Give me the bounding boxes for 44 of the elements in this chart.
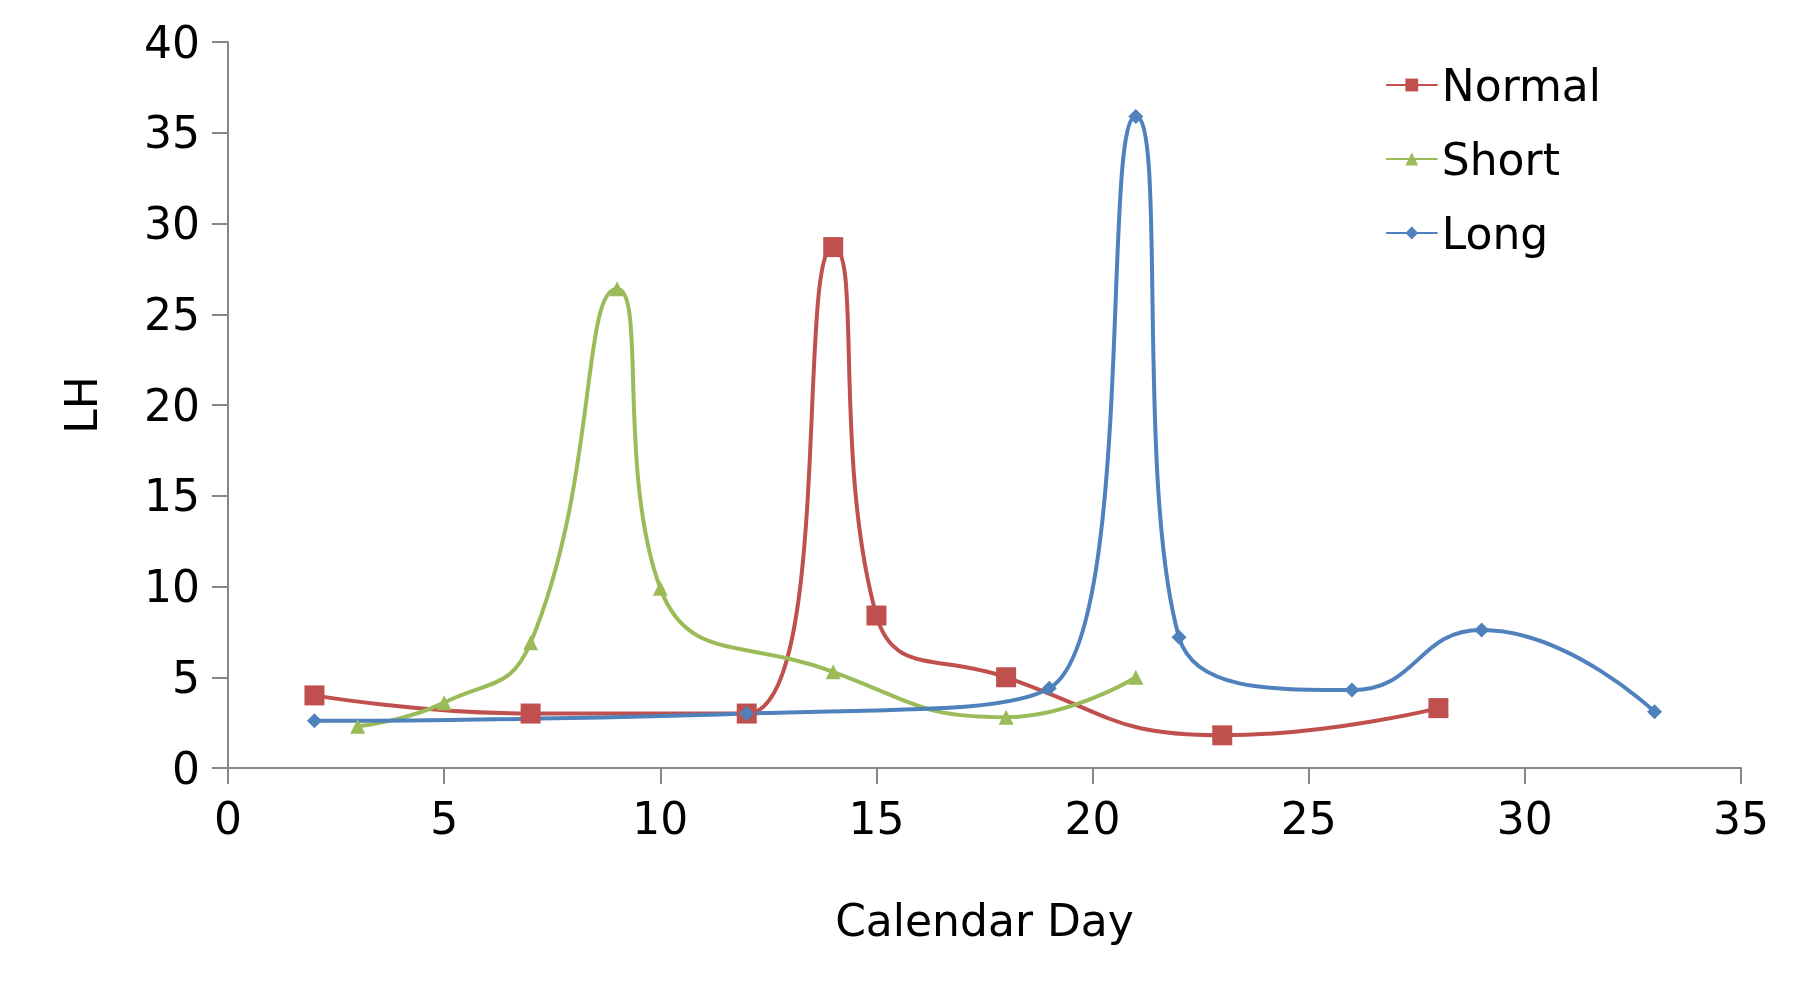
- x-tick-label: 0: [214, 792, 242, 844]
- point: [1647, 704, 1663, 720]
- point: [998, 709, 1014, 725]
- point: [823, 237, 844, 258]
- point: [866, 605, 887, 626]
- point: [1128, 108, 1144, 124]
- point: [1171, 629, 1187, 645]
- x-tick-label: 20: [1064, 792, 1121, 844]
- y-tick-label: 40: [144, 16, 200, 68]
- point: [609, 281, 625, 297]
- point: [1474, 622, 1490, 638]
- legend-label: Normal: [1441, 59, 1601, 111]
- y-axis-title: LH: [55, 376, 107, 434]
- point: [1128, 669, 1144, 685]
- point: [1212, 725, 1233, 746]
- point: [996, 667, 1017, 688]
- y-tick-label: 35: [144, 107, 200, 159]
- point: [652, 580, 668, 596]
- point: [436, 695, 452, 711]
- x-tick-label: 25: [1280, 792, 1337, 844]
- point: [306, 713, 322, 729]
- y-tick-label: 5: [172, 651, 200, 703]
- point: [1041, 680, 1057, 696]
- point: [825, 664, 841, 680]
- point: [1344, 682, 1360, 698]
- y-tick-label: 15: [144, 470, 200, 522]
- point: [1428, 698, 1449, 719]
- x-tick-label: 35: [1713, 792, 1769, 844]
- y-tick-label: 20: [144, 379, 200, 431]
- point: [350, 718, 366, 734]
- x-tick-label: 5: [430, 792, 459, 844]
- x-axis-title: Calendar Day: [835, 894, 1134, 946]
- x-tick-label: 15: [848, 792, 905, 844]
- x-tick-label: 30: [1496, 792, 1553, 844]
- y-tick-label: 25: [144, 288, 200, 340]
- y-tick-label: 30: [144, 198, 200, 249]
- x-tick-label: 10: [632, 792, 689, 844]
- legend-label: Short: [1441, 133, 1560, 185]
- y-tick-label: 0: [172, 742, 200, 794]
- point: [520, 703, 541, 724]
- point: [523, 635, 539, 651]
- y-tick-label: 10: [144, 561, 200, 612]
- legend-label: Long: [1441, 207, 1549, 259]
- point: [304, 685, 325, 706]
